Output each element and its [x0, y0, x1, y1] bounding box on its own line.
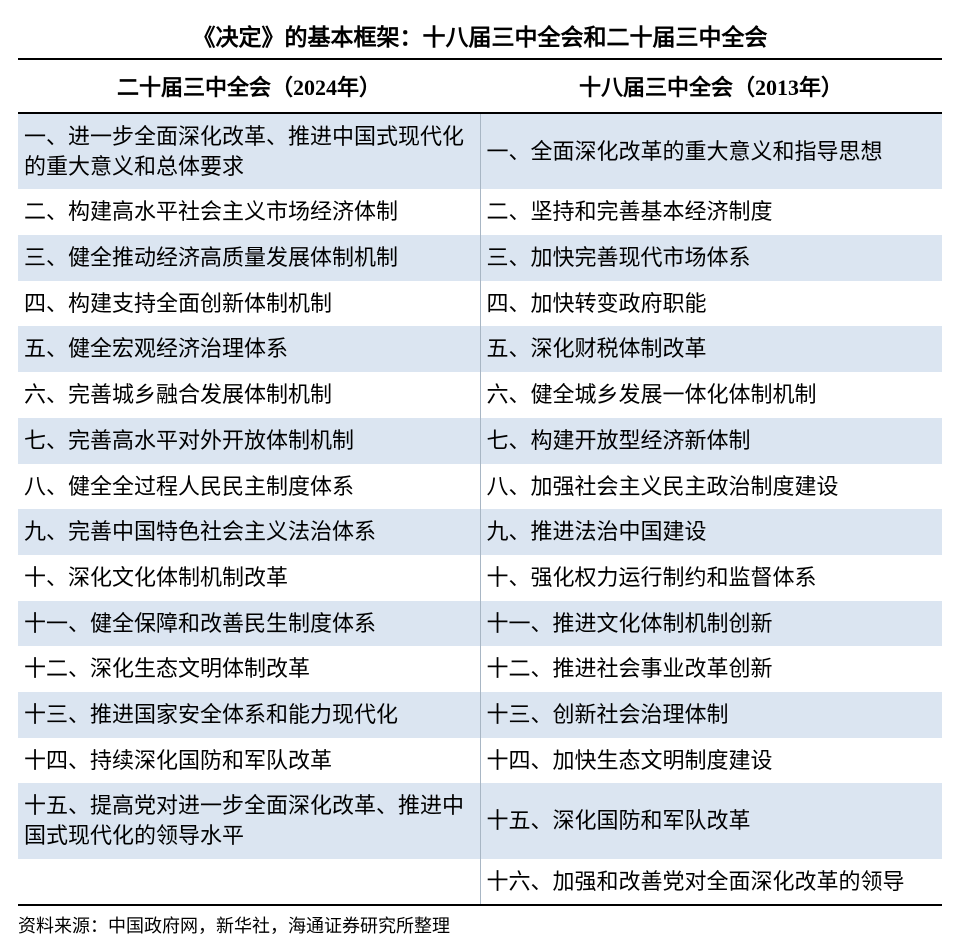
cell-right: 十、强化权力运行制约和监督体系	[480, 555, 942, 601]
column-header-right: 十八届三中全会（2013年）	[480, 60, 942, 113]
cell-left: 五、健全宏观经济治理体系	[18, 326, 480, 372]
cell-left: 一、进一步全面深化改革、推进中国式现代化的重大意义和总体要求	[18, 113, 480, 189]
source-citation: 资料来源：中国政府网，新华社，海通证券研究所整理	[18, 906, 942, 938]
cell-right: 十四、加快生态文明制度建设	[480, 738, 942, 784]
table-row: 九、完善中国特色社会主义法治体系 九、推进法治中国建设	[18, 509, 942, 555]
cell-right: 十二、推进社会事业改革创新	[480, 646, 942, 692]
cell-left: 十、深化文化体制机制改革	[18, 555, 480, 601]
column-header-left: 二十届三中全会（2024年）	[18, 60, 480, 113]
table-row: 三、健全推动经济高质量发展体制机制 三、加快完善现代市场体系	[18, 235, 942, 281]
table-row: 八、健全全过程人民民主制度体系 八、加强社会主义民主政治制度建设	[18, 464, 942, 510]
table-row: 十二、深化生态文明体制改革 十二、推进社会事业改革创新	[18, 646, 942, 692]
cell-right: 一、全面深化改革的重大意义和指导思想	[480, 113, 942, 189]
table-row: 十三、推进国家安全体系和能力现代化 十三、创新社会治理体制	[18, 692, 942, 738]
cell-right: 七、构建开放型经济新体制	[480, 418, 942, 464]
cell-right: 十六、加强和改善党对全面深化改革的领导	[480, 859, 942, 906]
cell-left: 六、完善城乡融合发展体制机制	[18, 372, 480, 418]
cell-left: 四、构建支持全面创新体制机制	[18, 281, 480, 327]
cell-right: 十一、推进文化体制机制创新	[480, 601, 942, 647]
cell-left: 十三、推进国家安全体系和能力现代化	[18, 692, 480, 738]
table-row: 十四、持续深化国防和军队改革 十四、加快生态文明制度建设	[18, 738, 942, 784]
cell-left: 二、构建高水平社会主义市场经济体制	[18, 189, 480, 235]
cell-right: 八、加强社会主义民主政治制度建设	[480, 464, 942, 510]
cell-left: 九、完善中国特色社会主义法治体系	[18, 509, 480, 555]
cell-left: 十四、持续深化国防和军队改革	[18, 738, 480, 784]
cell-right: 九、推进法治中国建设	[480, 509, 942, 555]
table-row: 一、进一步全面深化改革、推进中国式现代化的重大意义和总体要求 一、全面深化改革的…	[18, 113, 942, 189]
cell-left: 七、完善高水平对外开放体制机制	[18, 418, 480, 464]
cell-right: 十五、深化国防和军队改革	[480, 783, 942, 858]
cell-right: 六、健全城乡发展一体化体制机制	[480, 372, 942, 418]
table-header-row: 二十届三中全会（2024年） 十八届三中全会（2013年）	[18, 60, 942, 113]
cell-left: 八、健全全过程人民民主制度体系	[18, 464, 480, 510]
table-row: 四、构建支持全面创新体制机制 四、加快转变政府职能	[18, 281, 942, 327]
table-title: 《决定》的基本框架：十八届三中全会和二十届三中全会	[18, 18, 942, 60]
cell-right: 四、加快转变政府职能	[480, 281, 942, 327]
cell-right: 五、深化财税体制改革	[480, 326, 942, 372]
cell-right: 三、加快完善现代市场体系	[480, 235, 942, 281]
cell-left: 十一、健全保障和改善民生制度体系	[18, 601, 480, 647]
table-row: 六、完善城乡融合发展体制机制 六、健全城乡发展一体化体制机制	[18, 372, 942, 418]
comparison-table: 二十届三中全会（2024年） 十八届三中全会（2013年） 一、进一步全面深化改…	[18, 60, 942, 906]
cell-right: 十三、创新社会治理体制	[480, 692, 942, 738]
cell-left: 十二、深化生态文明体制改革	[18, 646, 480, 692]
cell-left: 三、健全推动经济高质量发展体制机制	[18, 235, 480, 281]
cell-right: 二、坚持和完善基本经济制度	[480, 189, 942, 235]
cell-left	[18, 859, 480, 906]
table-row: 十一、健全保障和改善民生制度体系 十一、推进文化体制机制创新	[18, 601, 942, 647]
table-row: 七、完善高水平对外开放体制机制 七、构建开放型经济新体制	[18, 418, 942, 464]
table-row: 十、深化文化体制机制改革 十、强化权力运行制约和监督体系	[18, 555, 942, 601]
cell-left: 十五、提高党对进一步全面深化改革、推进中国式现代化的领导水平	[18, 783, 480, 858]
table-row: 十六、加强和改善党对全面深化改革的领导	[18, 859, 942, 906]
table-row: 二、构建高水平社会主义市场经济体制 二、坚持和完善基本经济制度	[18, 189, 942, 235]
table-row: 五、健全宏观经济治理体系 五、深化财税体制改革	[18, 326, 942, 372]
table-row: 十五、提高党对进一步全面深化改革、推进中国式现代化的领导水平 十五、深化国防和军…	[18, 783, 942, 858]
